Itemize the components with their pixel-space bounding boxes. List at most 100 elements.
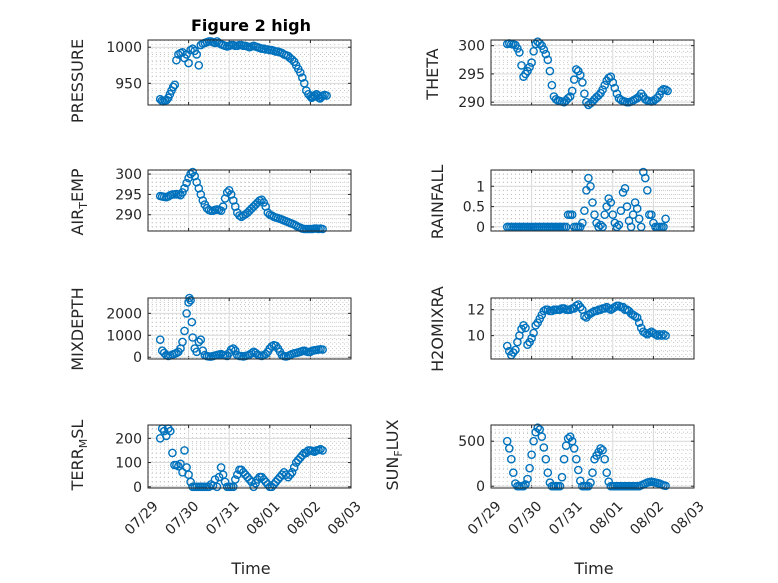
mixdepth-data-point	[192, 347, 201, 357]
air_temp-data-point	[218, 202, 228, 211]
theta-data-point	[578, 78, 587, 87]
mixdepth-data-point	[184, 298, 193, 307]
theta-data-point	[612, 89, 622, 98]
terr_msl-data-point	[289, 463, 299, 472]
sun_flux-y-tick-label: 0	[476, 479, 485, 495]
mixdepth-data-point	[194, 337, 204, 347]
x-tick-label: 07/29	[465, 498, 505, 538]
air_temp-data-point	[198, 196, 208, 205]
air_temp-data-point	[259, 198, 269, 207]
rainfall-data-point	[600, 210, 610, 219]
terr_msl-data-point	[180, 446, 189, 455]
terr_msl-data-point	[287, 467, 297, 477]
air_temp-axes-frame	[147, 169, 352, 232]
air_temp-data-point	[224, 185, 234, 195]
theta-data-point	[547, 80, 557, 90]
mixdepth-data-point	[261, 349, 271, 359]
h2omixra-data-point	[539, 306, 549, 316]
mixdepth-data-point	[228, 344, 238, 353]
sun_flux-data-point	[576, 476, 585, 486]
sun_flux-data-point	[506, 454, 516, 464]
mixdepth-data-point	[155, 335, 165, 345]
theta-data-point	[567, 86, 577, 96]
theta-axes-frame	[490, 39, 695, 106]
h2omixra-data-point	[632, 313, 642, 322]
theta-data-point	[563, 93, 573, 103]
theta-data-point	[527, 58, 536, 67]
sun_flux-axes-frame	[490, 424, 695, 489]
theta-data-point	[580, 89, 589, 98]
x-axis-label-left: Time	[230, 559, 270, 578]
rainfall-data-point	[592, 218, 601, 228]
sun_flux-data-point	[539, 443, 549, 452]
rainfall-data-point	[620, 183, 630, 193]
pressure-data-point	[168, 82, 178, 92]
x-tick-label: 08/02	[627, 498, 667, 538]
rainfall-y-tick-label: 1	[476, 179, 485, 195]
sun_flux-data-point	[569, 444, 579, 453]
terr_msl-data-point	[267, 482, 277, 492]
h2omixra-data-point	[523, 340, 532, 350]
air_temp-axes-bg	[148, 170, 351, 231]
terr_msl-data-point	[165, 426, 175, 436]
sun_flux-data-point	[529, 436, 538, 446]
sun_flux-data-point	[565, 432, 575, 442]
rainfall-data-point	[622, 202, 632, 211]
h2omixra-data-point	[508, 348, 518, 357]
rainfall-data-point	[567, 210, 577, 219]
rainfall-data-point	[647, 210, 656, 219]
theta-data-point	[545, 66, 555, 76]
pressure-data-point	[287, 55, 297, 64]
mixdepth-ylabel: MIXDEPTH	[68, 287, 87, 370]
terr_msl-y-tick-label: 100	[115, 456, 142, 472]
x-tick-label: 07/31	[546, 498, 586, 538]
terr_msl-data-point	[245, 475, 254, 484]
pressure-ylabel: PRESSURE	[68, 39, 87, 123]
x-axis-label-right: Time	[573, 559, 613, 578]
theta-y-tick-label: 290	[458, 95, 485, 111]
rainfall-data-point	[614, 220, 624, 230]
h2omixra-data-point	[572, 301, 581, 311]
air-temp-panel: AIRTEMP 290 295 300	[68, 167, 352, 236]
rainfall-data-point	[641, 173, 650, 183]
sun-flux-ylabel: SUNFLUX	[383, 419, 405, 490]
sun_flux-data-point	[523, 474, 532, 484]
mixdepth-data-point	[187, 317, 197, 327]
sun_flux-data-point	[596, 444, 605, 453]
theta-data-point	[541, 49, 551, 59]
mixdepth-data-point	[230, 346, 240, 356]
pressure-data-point	[297, 73, 307, 82]
theta-ylabel: THETA	[423, 48, 442, 100]
rainfall-data-point	[661, 214, 670, 224]
rainfall-data-point	[598, 222, 607, 232]
h2omixra-data-point	[634, 318, 644, 328]
terr_msl-data-point	[186, 477, 195, 487]
rainfall-data-point	[616, 206, 626, 215]
x-tick-label: 08/01	[244, 498, 284, 538]
rainfall-data-point	[584, 173, 593, 183]
h2omixra-data-point	[653, 331, 662, 340]
sun_flux-data-point	[519, 481, 528, 491]
rainfall-data-point	[636, 222, 646, 232]
terr_msl-data-point	[285, 470, 295, 480]
rainfall-axes-frame	[490, 169, 695, 232]
sun_flux-data-point	[586, 478, 595, 487]
mixdepth-y-tick-label: 0	[133, 350, 142, 366]
pressure-data-point	[210, 38, 220, 48]
mixdepth-y-tick-label: 1000	[106, 328, 142, 344]
h2omixra-data-point	[614, 301, 624, 311]
sun_flux-data-point	[555, 481, 565, 491]
x-tick-label: 07/30	[506, 498, 546, 538]
h2omixra-ylabel: H2OMIXRA	[428, 286, 447, 372]
terr_msl-data-point	[259, 475, 269, 484]
rainfall-data-point	[594, 222, 603, 232]
x-tick-label: 07/30	[163, 498, 203, 538]
terr_msl-axes-frame	[147, 424, 352, 489]
air_temp-data-point	[180, 183, 189, 193]
x-tick-label: 07/31	[203, 498, 243, 538]
h2omixra-data-point	[555, 305, 565, 315]
pressure-data-point	[170, 80, 180, 90]
rainfall-ylabel: RAINFALL	[428, 165, 447, 240]
sun_flux-data-point	[602, 468, 612, 478]
theta-data-point	[543, 55, 553, 65]
